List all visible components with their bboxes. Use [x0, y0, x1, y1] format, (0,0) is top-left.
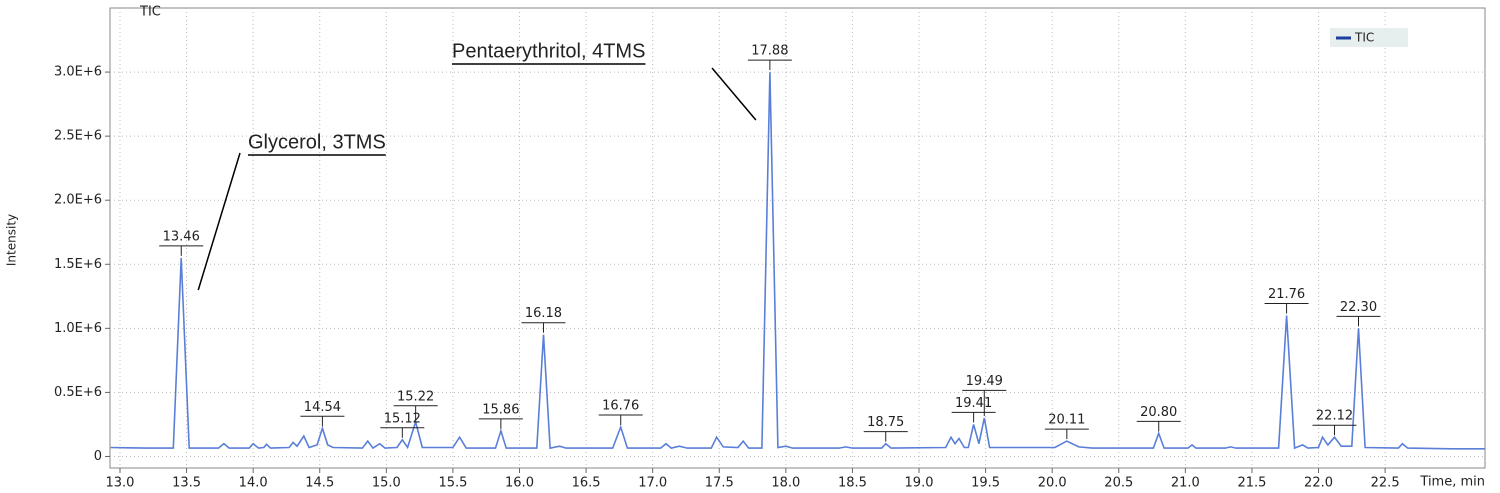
x-tick-label: 18.5	[838, 476, 867, 491]
peak-label: 16.18	[525, 306, 562, 321]
x-tick-label: 13.0	[106, 476, 135, 491]
y-tick-label: 0	[94, 449, 102, 464]
x-tick-label: 21.0	[1171, 476, 1200, 491]
x-tick-label: 13.5	[172, 476, 201, 491]
x-tick-label: 18.0	[771, 476, 800, 491]
peak-label: 19.49	[966, 374, 1003, 389]
x-tick-label: 19.0	[905, 476, 934, 491]
peak-label: 16.76	[602, 398, 639, 413]
x-tick-label: 20.0	[1038, 476, 1067, 491]
x-axis-label: Time, min	[1419, 475, 1485, 490]
peak-label: 22.30	[1340, 300, 1377, 315]
y-tick-label: 2.0E+6	[54, 193, 102, 208]
x-tick-label: 15.5	[438, 476, 467, 491]
peak-label: 13.46	[163, 229, 200, 244]
peak-label: 15.12	[384, 411, 421, 426]
trace	[110, 72, 1485, 450]
y-tick-label: 3.0E+6	[54, 65, 102, 80]
y-axis-label: Intensity	[5, 214, 19, 266]
peak-label: 17.88	[751, 44, 788, 59]
y-tick-label: 0.5E+6	[54, 385, 102, 400]
compound-label: Pentaerythritol, 4TMS	[452, 40, 645, 62]
peak-label: 18.75	[867, 415, 904, 430]
x-tick-label: 22.5	[1371, 476, 1400, 491]
peak-label: 14.54	[304, 400, 341, 415]
x-tick-label: 17.5	[705, 476, 734, 491]
peak-label: 21.76	[1268, 287, 1305, 302]
compound-label: Glycerol, 3TMS	[248, 131, 386, 153]
y-tick-label: 2.5E+6	[54, 129, 102, 144]
peak-label: 15.86	[482, 402, 519, 417]
peak-label: 20.80	[1140, 405, 1177, 420]
leader-line	[197, 152, 241, 291]
x-tick-label: 14.0	[239, 476, 268, 491]
x-tick-label: 19.5	[971, 476, 1000, 491]
y-tick-label: 1.0E+6	[54, 321, 102, 336]
x-tick-label: 16.0	[505, 476, 534, 491]
leader-line	[711, 67, 757, 121]
x-tick-label: 16.5	[572, 476, 601, 491]
peak-label: 20.11	[1048, 413, 1085, 428]
peak-label: 22.12	[1316, 409, 1353, 424]
legend-label: TIC	[1354, 31, 1374, 45]
x-tick-label: 20.5	[1104, 476, 1133, 491]
x-tick-label: 15.0	[372, 476, 401, 491]
x-tick-label: 14.5	[305, 476, 334, 491]
legend-box	[1330, 28, 1408, 47]
plot-frame	[109, 7, 1486, 469]
x-tick-label: 17.0	[638, 476, 667, 491]
peak-label: 15.22	[397, 389, 434, 404]
y-tick-label: 1.5E+6	[54, 257, 102, 272]
x-tick-label: 22.0	[1304, 476, 1333, 491]
x-tick-label: 21.5	[1237, 476, 1266, 491]
chart-title: TIC	[139, 5, 161, 20]
peak-label: 19.41	[955, 396, 992, 411]
